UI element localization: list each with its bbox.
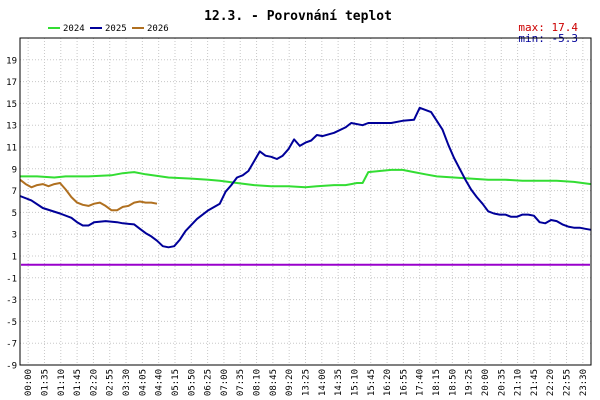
y-tick-label: -3 xyxy=(6,296,17,306)
x-tick-label: 08:10 xyxy=(253,369,263,396)
x-tick-label: 21:10 xyxy=(514,369,524,396)
x-tick-label: 06:25 xyxy=(204,369,214,396)
x-tick-label: 14:00 xyxy=(318,369,328,396)
y-tick-label: 17 xyxy=(6,78,17,88)
y-tick-label: 15 xyxy=(6,100,17,110)
x-tick-label: 15:45 xyxy=(367,369,377,396)
x-tick-label: 04:40 xyxy=(155,369,165,396)
x-tick-label: 01:35 xyxy=(40,369,50,396)
x-tick-label: 14:35 xyxy=(334,369,344,396)
y-tick-label: -5 xyxy=(6,318,17,328)
x-tick-label: 19:25 xyxy=(465,369,475,396)
x-tick-label: 13:25 xyxy=(302,369,312,396)
x-tick-label: 20:00 xyxy=(481,369,491,396)
x-tick-label: 01:45 xyxy=(73,369,83,396)
x-tick-label: 22:55 xyxy=(563,369,573,396)
x-tick-label: 00:00 xyxy=(24,369,34,396)
y-tick-label: 11 xyxy=(6,144,17,154)
x-tick-label: 07:00 xyxy=(220,369,230,396)
x-tick-label: 21:45 xyxy=(530,369,540,396)
x-tick-label: 05:15 xyxy=(171,369,181,396)
y-tick-label: 3 xyxy=(12,231,17,241)
max-label: max: 17.4 xyxy=(518,21,578,34)
legend-label-2025: 2025 xyxy=(105,24,127,34)
x-tick-label: 07:35 xyxy=(236,369,246,396)
x-tick-label: 04:05 xyxy=(138,369,148,396)
plot-frame xyxy=(19,37,592,366)
x-tick-label: 17:40 xyxy=(416,369,426,396)
series-line-2025 xyxy=(19,106,592,249)
x-tick-label: 01:10 xyxy=(57,369,67,396)
x-tick-label: 16:55 xyxy=(399,369,409,396)
legend: 2024 2025 2026 xyxy=(48,24,169,34)
series-line-2026 xyxy=(19,178,158,212)
x-tick-label: 16:20 xyxy=(383,369,393,396)
legend-label-2026: 2026 xyxy=(147,24,169,34)
legend-label-2024: 2024 xyxy=(63,24,85,34)
y-tick-label: 19 xyxy=(6,56,17,66)
y-tick-label: 9 xyxy=(12,165,17,175)
series-line-2024 xyxy=(20,168,592,189)
x-tick-label: 23:30 xyxy=(579,369,589,396)
grid xyxy=(20,38,591,366)
y-tick-label: 1 xyxy=(12,253,17,263)
y-tick-label: -7 xyxy=(6,340,17,350)
y-tick-label: -1 xyxy=(6,274,17,284)
x-tick-label: 22:20 xyxy=(546,369,556,396)
x-tick-label: 15:10 xyxy=(350,369,360,396)
x-tick-label: 02:55 xyxy=(106,369,116,396)
x-tick-label: 02:20 xyxy=(89,369,99,396)
series-lines xyxy=(19,106,592,266)
x-tick-label: 08:45 xyxy=(269,369,279,396)
chart-title: 12.3. - Porovnání teplot xyxy=(204,9,392,24)
y-tick-label: 7 xyxy=(12,187,17,197)
x-tick-label: 03:30 xyxy=(122,369,132,396)
x-tick-label: 18:50 xyxy=(448,369,458,396)
x-tick-label: 09:20 xyxy=(285,369,295,396)
x-tick-label: 18:15 xyxy=(432,369,442,396)
x-axis-ticks: 00:00 01:35 01:10 01:45 02:20 02:55 03:30 04:05… xyxy=(24,369,589,396)
y-tick-label: -9 xyxy=(6,362,17,372)
x-tick-label: 05:50 xyxy=(187,369,197,396)
y-tick-label: 13 xyxy=(6,122,17,132)
x-tick-label: 20:35 xyxy=(497,369,507,396)
y-tick-label: 5 xyxy=(12,209,17,219)
